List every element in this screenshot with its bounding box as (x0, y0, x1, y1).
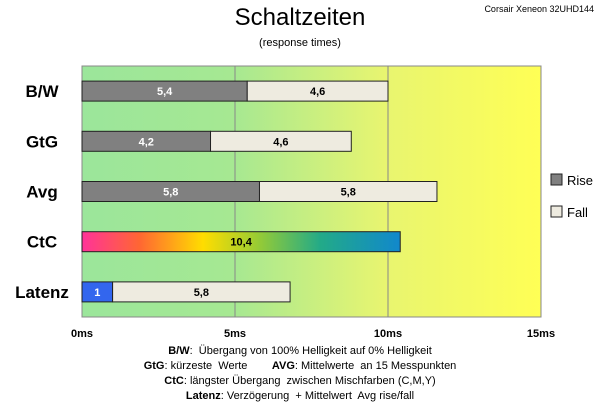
category-label: Latenz (15, 283, 69, 302)
bar-rise-label: 5,8 (163, 187, 178, 199)
bar-rise-ctc (81, 231, 401, 253)
x-tick-label: 10ms (374, 328, 402, 340)
bar-fall-label: 4,6 (273, 136, 288, 148)
legend-swatch (550, 173, 563, 186)
category-label: B/W (25, 82, 59, 101)
x-tick-label: 5ms (224, 328, 246, 340)
bar-rise-label: 5,4 (157, 86, 173, 98)
note-line-ctc: CtC: längster Übergang zwischen Mischfar… (164, 375, 436, 387)
bar-fall-latenz (112, 281, 291, 303)
explanation-notes: B/W: Übergang von 100% Helligkeit auf 0%… (0, 344, 600, 404)
x-tick-label: 15ms (527, 328, 555, 340)
category-label: CtC (27, 233, 57, 252)
legend-label: Rise (567, 173, 593, 188)
x-tick-labels: 0ms 5ms 10ms 15ms (71, 328, 555, 340)
bar-fall-label: 5,8 (194, 287, 209, 299)
x-tick-label: 0ms (71, 328, 93, 340)
category-label: Avg (26, 183, 58, 202)
bar-rise-label: 4,2 (139, 136, 154, 148)
chart-subtitle: (response times) (259, 37, 341, 49)
bar-rise-label: 1 (94, 287, 100, 299)
bar-rise-label: 10,4 (230, 237, 252, 249)
note-line-latenz: Latenz: Verzögerung + Mittelwert Avg ris… (185, 390, 415, 402)
chart-title: Schaltzeiten (234, 4, 366, 31)
note-line-gtg: GtG: kürzeste Werte AVG: Mittelwerte an … (143, 360, 457, 372)
bar-fall-label: 4,6 (310, 86, 325, 98)
category-labels: B/W GtG Avg CtC Latenz (15, 82, 69, 302)
legend-swatch (550, 205, 563, 218)
bar-fall-avg (258, 181, 438, 202)
bars: 5,4 4,6 4,2 4,6 5,8 5,8 10,4 1 5,8 (81, 80, 438, 303)
bar-fall-label: 5,8 (341, 187, 356, 199)
note-line-bw: B/W: Übergang von 100% Helligkeit auf 0%… (168, 345, 432, 357)
bar-fall-gtg (210, 130, 352, 152)
legend: Rise Fall (550, 173, 593, 220)
bar-fall-bw (246, 80, 389, 102)
monitor-model: Corsair Xeneon 32UHD144 (484, 4, 594, 14)
legend-label: Fall (567, 205, 588, 220)
category-label: GtG (26, 132, 58, 151)
